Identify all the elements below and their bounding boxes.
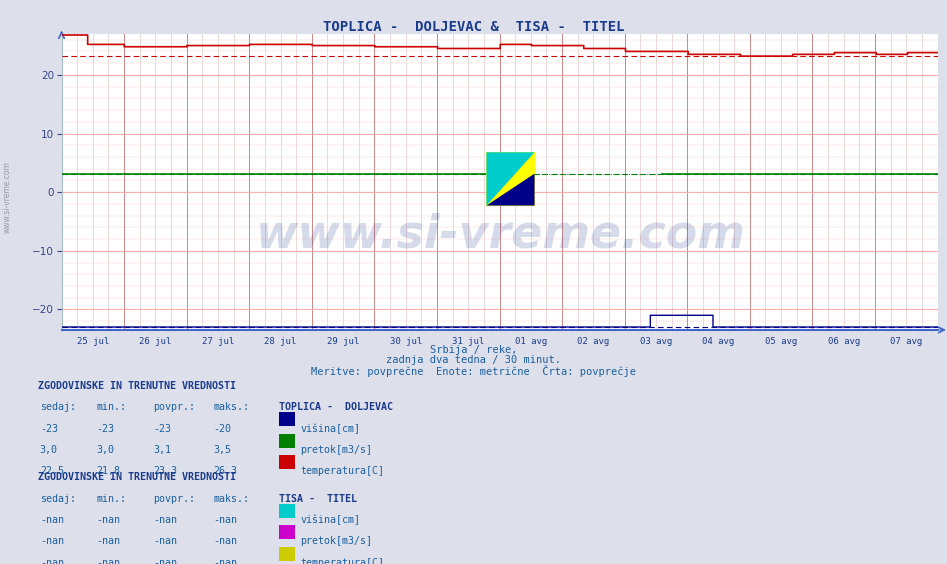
Text: 01 avg: 01 avg xyxy=(515,337,547,346)
Text: www.si-vreme.com: www.si-vreme.com xyxy=(3,161,12,233)
Text: -nan: -nan xyxy=(153,515,177,525)
Text: maks.:: maks.: xyxy=(213,494,249,504)
Text: www.si-vreme.com: www.si-vreme.com xyxy=(255,213,744,258)
Text: 26,3: 26,3 xyxy=(213,466,237,477)
Text: -20: -20 xyxy=(213,424,231,434)
Text: temperatura[C]: temperatura[C] xyxy=(300,466,384,477)
Text: 3,1: 3,1 xyxy=(153,445,171,455)
Text: -nan: -nan xyxy=(97,515,120,525)
Text: 04 avg: 04 avg xyxy=(703,337,735,346)
Text: -23: -23 xyxy=(97,424,115,434)
Text: 03 avg: 03 avg xyxy=(640,337,672,346)
Text: 31 jul: 31 jul xyxy=(452,337,484,346)
Text: Srbija / reke,: Srbija / reke, xyxy=(430,345,517,355)
Text: 29 jul: 29 jul xyxy=(327,337,359,346)
Text: pretok[m3/s]: pretok[m3/s] xyxy=(300,445,372,455)
Text: 28 jul: 28 jul xyxy=(264,337,296,346)
Text: Meritve: povprečne  Enote: metrične  Črta: povprečje: Meritve: povprečne Enote: metrične Črta:… xyxy=(311,365,636,377)
Text: ZGODOVINSKE IN TRENUTNE VREDNOSTI: ZGODOVINSKE IN TRENUTNE VREDNOSTI xyxy=(38,381,236,391)
Text: 3,5: 3,5 xyxy=(213,445,231,455)
Polygon shape xyxy=(487,174,535,205)
Text: TOPLICA -  DOLJEVAC &  TISA -  TITEL: TOPLICA - DOLJEVAC & TISA - TITEL xyxy=(323,20,624,34)
Text: 02 avg: 02 avg xyxy=(578,337,610,346)
Text: 05 avg: 05 avg xyxy=(765,337,797,346)
Text: -23: -23 xyxy=(153,424,171,434)
Text: -nan: -nan xyxy=(213,536,237,547)
Text: povpr.:: povpr.: xyxy=(153,402,195,412)
Text: 25 jul: 25 jul xyxy=(77,337,109,346)
Text: maks.:: maks.: xyxy=(213,402,249,412)
Text: povpr.:: povpr.: xyxy=(153,494,195,504)
Text: sedaj:: sedaj: xyxy=(40,402,76,412)
Bar xyxy=(487,152,535,205)
Text: sedaj:: sedaj: xyxy=(40,494,76,504)
Text: 30 jul: 30 jul xyxy=(389,337,421,346)
Text: -nan: -nan xyxy=(97,558,120,564)
Text: -nan: -nan xyxy=(213,558,237,564)
Text: min.:: min.: xyxy=(97,494,127,504)
Text: 3,0: 3,0 xyxy=(97,445,115,455)
Text: -nan: -nan xyxy=(40,536,63,547)
Text: -nan: -nan xyxy=(213,515,237,525)
Text: min.:: min.: xyxy=(97,402,127,412)
Text: -nan: -nan xyxy=(40,558,63,564)
Text: 07 avg: 07 avg xyxy=(890,337,922,346)
Text: 06 avg: 06 avg xyxy=(828,337,860,346)
Text: višina[cm]: višina[cm] xyxy=(300,424,360,434)
Text: -nan: -nan xyxy=(97,536,120,547)
Text: 26 jul: 26 jul xyxy=(139,337,171,346)
Text: -nan: -nan xyxy=(40,515,63,525)
Polygon shape xyxy=(487,152,535,205)
Text: temperatura[C]: temperatura[C] xyxy=(300,558,384,564)
Text: -nan: -nan xyxy=(153,536,177,547)
Text: pretok[m3/s]: pretok[m3/s] xyxy=(300,536,372,547)
Text: višina[cm]: višina[cm] xyxy=(300,515,360,525)
Text: ZGODOVINSKE IN TRENUTNE VREDNOSTI: ZGODOVINSKE IN TRENUTNE VREDNOSTI xyxy=(38,472,236,482)
Text: -23: -23 xyxy=(40,424,58,434)
Text: 22,5: 22,5 xyxy=(40,466,63,477)
Text: 3,0: 3,0 xyxy=(40,445,58,455)
Text: TISA -  TITEL: TISA - TITEL xyxy=(279,494,357,504)
Text: TOPLICA -  DOLJEVAC: TOPLICA - DOLJEVAC xyxy=(279,402,393,412)
Text: 23,3: 23,3 xyxy=(153,466,177,477)
Text: 27 jul: 27 jul xyxy=(202,337,234,346)
Text: -nan: -nan xyxy=(153,558,177,564)
Text: 21,8: 21,8 xyxy=(97,466,120,477)
Text: zadnja dva tedna / 30 minut.: zadnja dva tedna / 30 minut. xyxy=(386,355,561,365)
